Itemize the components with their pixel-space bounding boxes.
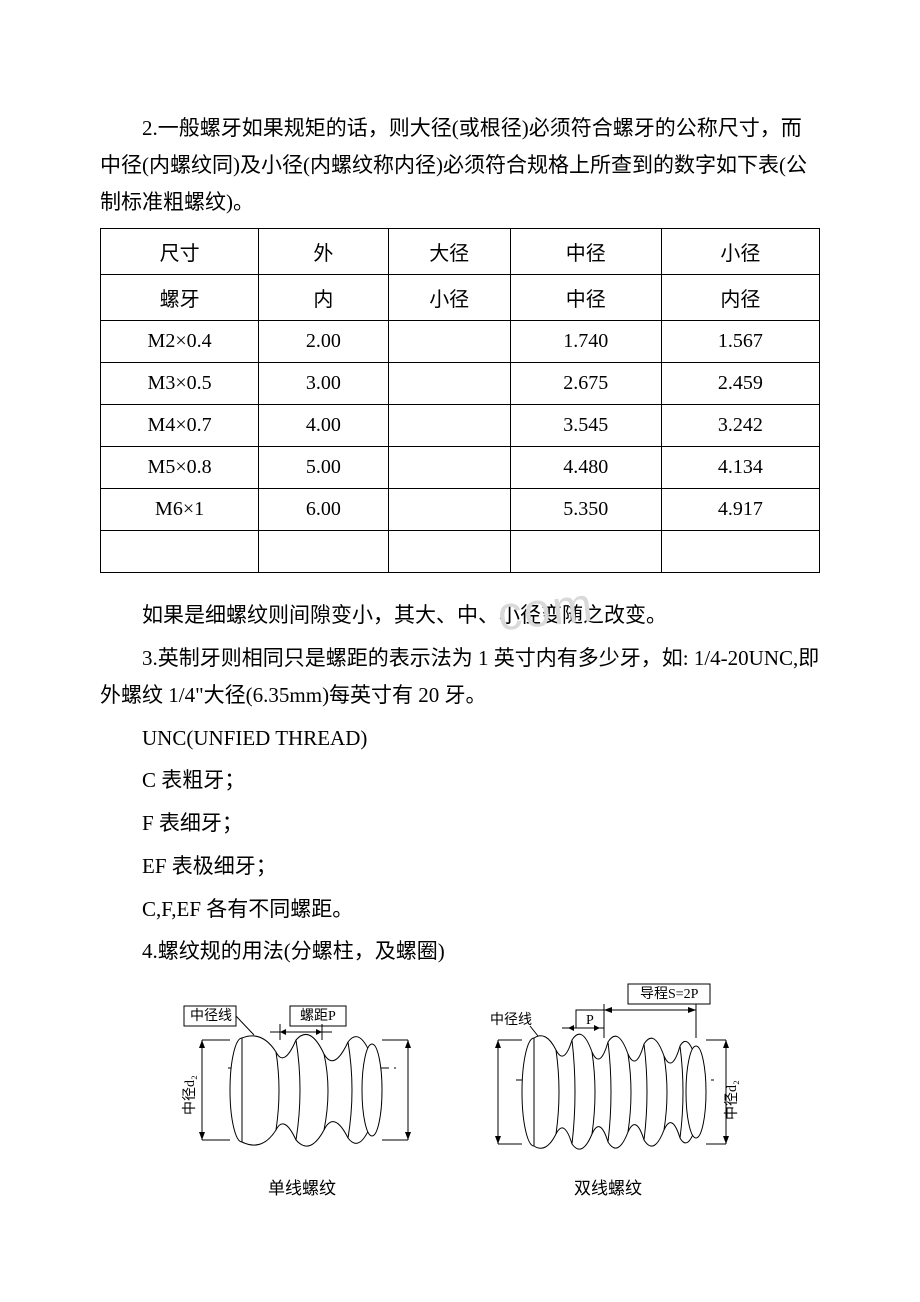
cell (388, 405, 510, 447)
label-diameter-right: 中径d₂ (724, 1080, 740, 1120)
label-midline: 中径线 (190, 1008, 232, 1024)
cell (388, 321, 510, 363)
cell: 3.545 (510, 405, 661, 447)
line-cfef: C,F,EF 各有不同螺距。 (100, 891, 820, 928)
cell: 4.917 (661, 489, 819, 531)
cell: M4×0.7 (101, 405, 259, 447)
th-thread: 螺牙 (101, 275, 259, 321)
th-pitch-d: 中径 (510, 229, 661, 275)
cell: 4.480 (510, 447, 661, 489)
th-minor: 小径 (661, 229, 819, 275)
paragraph-after-table: 如果是细螺纹则间隙变小，其大、中、小径变随之改变。 (100, 597, 820, 634)
cell (101, 531, 259, 573)
single-thread-diagram: 中径线 螺距P (172, 980, 432, 1199)
cell: 4.00 (259, 405, 388, 447)
th-inner-d: 内径 (661, 275, 819, 321)
label-p: P (586, 1013, 594, 1028)
cell: M3×0.5 (101, 363, 259, 405)
cell (388, 363, 510, 405)
cell: 1.567 (661, 321, 819, 363)
label-pitch: 螺距P (300, 1008, 336, 1024)
cell (661, 531, 819, 573)
cell: 5.350 (510, 489, 661, 531)
cell: 2.00 (259, 321, 388, 363)
single-thread-caption: 单线螺纹 (172, 1174, 432, 1199)
th-outer: 外 (259, 229, 388, 275)
cell: 3.242 (661, 405, 819, 447)
cell (259, 531, 388, 573)
double-thread-diagram: 导程S=2P P 中径线 (468, 980, 748, 1199)
cell: 4.134 (661, 447, 819, 489)
cell: M2×0.4 (101, 321, 259, 363)
cell: 3.00 (259, 363, 388, 405)
cell (388, 447, 510, 489)
cell (388, 489, 510, 531)
thread-diagram-row: 中径线 螺距P (100, 980, 820, 1199)
double-thread-caption: 双线螺纹 (468, 1174, 748, 1199)
cell (388, 531, 510, 573)
cell: M5×0.8 (101, 447, 259, 489)
cell: 2.675 (510, 363, 661, 405)
paragraph-2: 2.一般螺牙如果规矩的话，则大径(或根径)必须符合螺牙的公称尺寸，而中径(内螺纹… (100, 110, 820, 220)
table-row: M2×0.4 2.00 1.740 1.567 (101, 321, 820, 363)
single-thread-svg: 中径线 螺距P (172, 980, 432, 1170)
watermarked-block: com 3.英制牙则相同只是螺距的表示法为 1 英寸内有多少牙，如: 1/4-2… (100, 640, 820, 714)
line-f: F 表细牙； (100, 805, 820, 842)
th-major: 大径 (388, 229, 510, 275)
th-size: 尺寸 (101, 229, 259, 275)
table-row: M4×0.7 4.00 3.545 3.242 (101, 405, 820, 447)
paragraph-3: 3.英制牙则相同只是螺距的表示法为 1 英寸内有多少牙，如: 1/4-20UNC… (100, 640, 820, 714)
paragraph-4: 4.螺纹规的用法(分螺柱，及螺圈) (100, 933, 820, 970)
thread-spec-table: 尺寸 外 大径 中径 小径 螺牙 内 小径 中径 内径 M2×0.4 2.00 … (100, 228, 820, 573)
page-root: 2.一般螺牙如果规矩的话，则大径(或根径)必须符合螺牙的公称尺寸，而中径(内螺纹… (0, 0, 920, 1259)
th-inner: 内 (259, 275, 388, 321)
label-midline-r: 中径线 (490, 1012, 532, 1028)
table-header-row-1: 尺寸 外 大径 中径 小径 (101, 229, 820, 275)
line-ef: EF 表极细牙； (100, 848, 820, 885)
table-row: M3×0.5 3.00 2.675 2.459 (101, 363, 820, 405)
cell: M6×1 (101, 489, 259, 531)
th-pitch-d2: 中径 (510, 275, 661, 321)
label-lead: 导程S=2P (640, 986, 699, 1002)
cell: 6.00 (259, 489, 388, 531)
line-unc: UNC(UNFIED THREAD) (100, 720, 820, 757)
cell: 5.00 (259, 447, 388, 489)
cell: 1.740 (510, 321, 661, 363)
cell: 2.459 (661, 363, 819, 405)
table-row (101, 531, 820, 573)
th-minor2: 小径 (388, 275, 510, 321)
line-c: C 表粗牙； (100, 762, 820, 799)
double-thread-svg: 导程S=2P P 中径线 (468, 980, 748, 1170)
table-header-row-2: 螺牙 内 小径 中径 内径 (101, 275, 820, 321)
cell (510, 531, 661, 573)
table-row: M5×0.8 5.00 4.480 4.134 (101, 447, 820, 489)
table-row: M6×1 6.00 5.350 4.917 (101, 489, 820, 531)
label-diameter-left: 中径d₂ (182, 1075, 198, 1115)
